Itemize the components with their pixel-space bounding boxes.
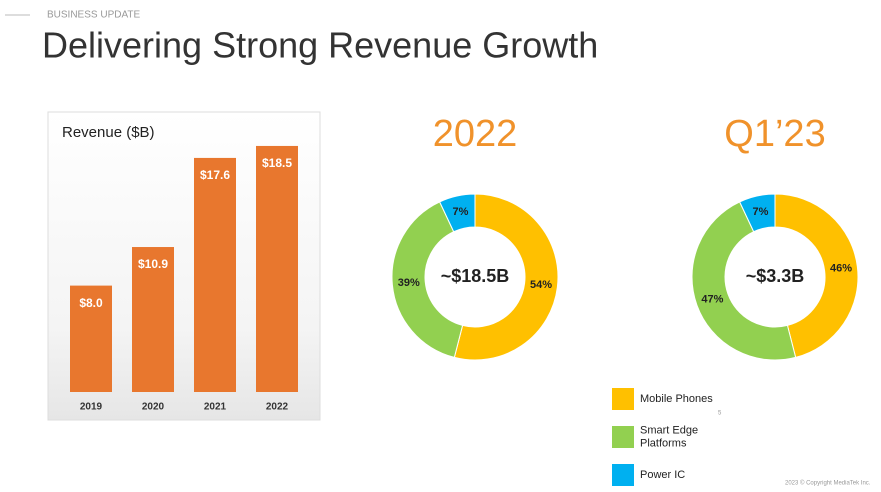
donut-slice — [774, 193, 859, 359]
bar-value-label: $8.0 — [79, 296, 103, 310]
donut-slice — [438, 193, 476, 233]
legend-label: Mobile Phones — [640, 393, 713, 405]
legend-label: Smart Edge Platforms — [640, 424, 698, 449]
legend-swatch — [612, 388, 634, 410]
bar-value-label: $18.5 — [262, 156, 292, 170]
x-tick-label: 2020 — [142, 402, 165, 413]
bar — [256, 145, 298, 392]
donut-center-label: ~$3.3B — [746, 266, 805, 286]
donut-center-label: ~$18.5B — [441, 266, 510, 286]
slice-label: 46% — [830, 263, 852, 275]
slice-label: 7% — [453, 206, 469, 218]
slice-label: 7% — [753, 206, 769, 218]
footer: 2023 © Copyright MediaTek Inc. — [785, 480, 871, 487]
bar-chart-title: Revenue ($B) — [62, 124, 155, 141]
section-label: BUSINESS UPDATE — [47, 10, 140, 21]
bar-value-label: $17.6 — [200, 168, 230, 182]
slice-label: 54% — [530, 279, 552, 291]
pie-title: Q1’23 — [724, 113, 825, 155]
x-tick-label: 2021 — [204, 402, 227, 413]
page-number: 5 — [718, 411, 722, 417]
x-tick-label: 2019 — [80, 402, 103, 413]
bar — [70, 285, 112, 392]
slide-title: Delivering Strong Revenue Growth — [42, 25, 598, 66]
donut-slice — [738, 193, 776, 233]
slice-label: 39% — [398, 277, 420, 289]
legend-swatch — [612, 464, 634, 486]
legend-label: Power IC — [640, 469, 685, 481]
bar — [132, 247, 174, 392]
donut-slice — [453, 193, 559, 361]
slice-label: 47% — [701, 293, 723, 305]
legend-swatch — [612, 426, 634, 448]
x-tick-label: 2022 — [266, 402, 289, 413]
donut-slice — [391, 201, 464, 359]
bar — [194, 157, 236, 392]
pie-title: 2022 — [433, 113, 518, 155]
donut-slice — [691, 201, 797, 361]
bar-value-label: $10.9 — [138, 257, 168, 271]
